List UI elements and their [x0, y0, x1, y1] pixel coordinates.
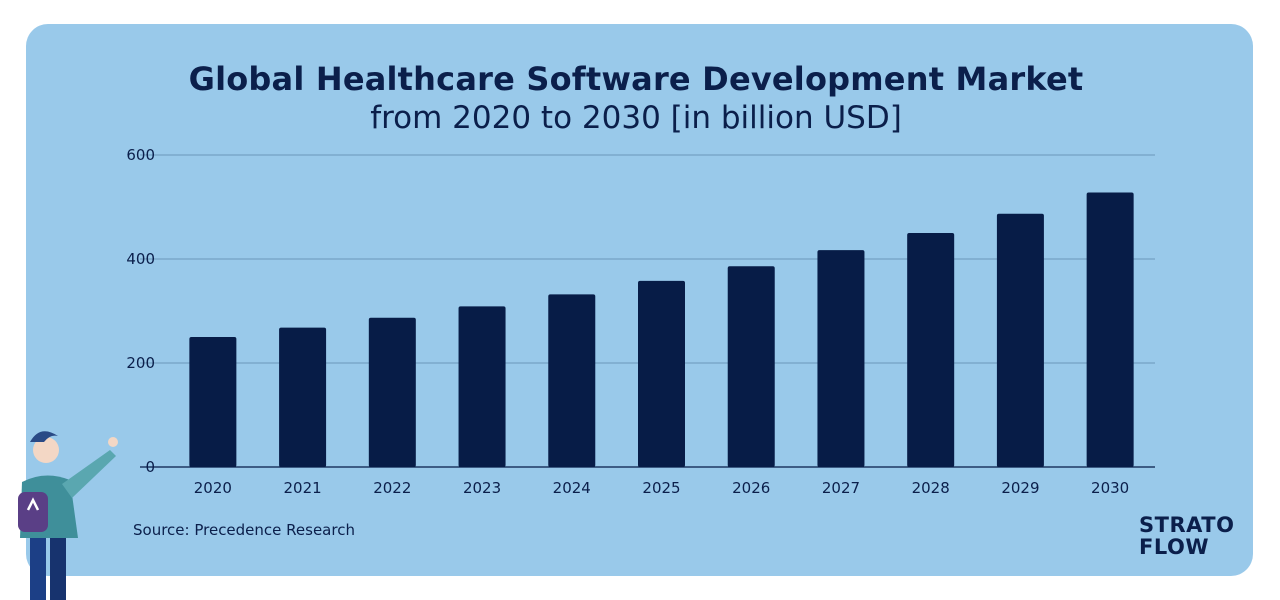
source-note: Source: Precedence Research [133, 521, 355, 539]
y-tick-label: 0 [145, 458, 155, 476]
bar-2024 [548, 294, 596, 467]
bar-2023 [458, 306, 506, 467]
x-tick-label: 2020 [194, 479, 232, 497]
chart-title: Global Healthcare Software Development M… [188, 60, 1084, 98]
x-tick-label: 2024 [553, 479, 591, 497]
bar-2029 [996, 213, 1044, 467]
bar-2020 [189, 337, 237, 467]
y-tick-labels: 0 200 400 600 [126, 146, 155, 476]
bar-2030 [1086, 192, 1134, 467]
bars [189, 192, 1134, 467]
person-pointing-illustration [18, 431, 118, 600]
x-tick-label: 2022 [373, 479, 411, 497]
x-tick-label: 2021 [283, 479, 321, 497]
illustration-hand [108, 437, 118, 447]
bar-2027 [817, 250, 865, 467]
bar-2025 [638, 280, 685, 467]
illustration-leg-left [30, 535, 46, 600]
bar-2021 [279, 327, 327, 467]
logo-line-2: FLOW [1139, 535, 1209, 559]
x-tick-labels: 2020 2021 2022 2023 2024 2025 2026 2027 2028 2029… [194, 479, 1129, 497]
x-tick-label: 2028 [912, 479, 950, 497]
chart-subtitle: from 2020 to 2030 [in billion USD] [370, 100, 902, 136]
y-tick-label: 600 [126, 146, 155, 164]
logo-line-1: STRATO [1139, 513, 1235, 537]
bar-2028 [907, 233, 955, 467]
bar-2022 [368, 317, 416, 467]
illustration-hair [30, 431, 58, 442]
illustration-head [33, 437, 59, 463]
illustration-arm [62, 450, 116, 498]
backpack-emblem-icon [26, 497, 40, 511]
y-tick-label: 200 [126, 354, 155, 372]
illustration-leg-right [50, 535, 66, 600]
bar-2026 [727, 266, 775, 467]
x-tick-label: 2027 [822, 479, 860, 497]
x-tick-label: 2023 [463, 479, 501, 497]
x-tick-label: 2029 [1001, 479, 1039, 497]
illustration-backpack [18, 492, 48, 532]
x-tick-label: 2030 [1091, 479, 1129, 497]
strato-flow-logo: STRATO FLOW [1139, 514, 1249, 558]
y-tick-label: 400 [126, 250, 155, 268]
x-tick-label: 2026 [732, 479, 770, 497]
x-tick-label: 2025 [642, 479, 680, 497]
